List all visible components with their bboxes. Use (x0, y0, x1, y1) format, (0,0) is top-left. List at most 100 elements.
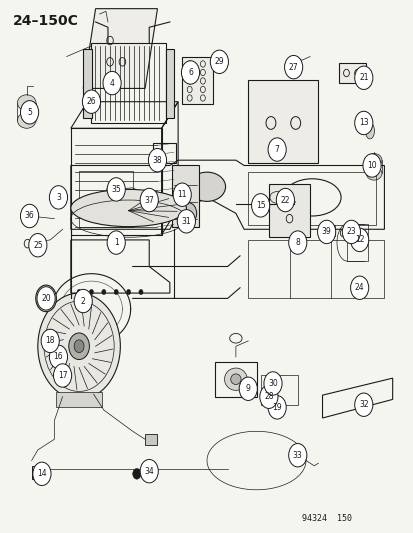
Circle shape (74, 289, 92, 313)
Circle shape (126, 289, 131, 295)
Circle shape (342, 220, 360, 244)
Text: 14: 14 (37, 470, 47, 478)
Circle shape (288, 443, 306, 467)
Text: 20: 20 (41, 294, 51, 303)
Bar (153, 143, 176, 163)
Circle shape (49, 345, 67, 368)
Circle shape (362, 154, 380, 177)
Ellipse shape (230, 374, 240, 384)
Bar (260, 375, 297, 405)
Circle shape (21, 204, 38, 228)
Circle shape (49, 185, 67, 209)
Text: 17: 17 (58, 371, 67, 380)
Bar (91, 43, 165, 123)
Text: 27: 27 (288, 63, 298, 71)
Circle shape (74, 340, 84, 353)
Bar (71, 128, 161, 235)
Text: 2: 2 (81, 296, 85, 305)
Bar (165, 49, 173, 118)
Bar (31, 466, 46, 479)
Circle shape (38, 293, 120, 399)
Text: 31: 31 (181, 217, 191, 226)
Circle shape (140, 188, 158, 212)
Text: 24: 24 (354, 283, 363, 292)
Text: 33: 33 (292, 451, 302, 460)
Circle shape (114, 289, 118, 295)
Text: 10: 10 (366, 161, 376, 170)
Bar (182, 56, 213, 104)
Circle shape (288, 231, 306, 254)
Text: 24–150C: 24–150C (13, 14, 79, 28)
Circle shape (239, 377, 257, 400)
Ellipse shape (366, 154, 381, 167)
Text: 16: 16 (54, 352, 63, 361)
Bar (268, 184, 309, 237)
Bar (322, 225, 334, 236)
Text: 3: 3 (56, 193, 61, 202)
Circle shape (173, 183, 191, 206)
Bar (248, 240, 384, 298)
Polygon shape (83, 9, 157, 88)
Text: 37: 37 (144, 196, 154, 205)
Bar (248, 172, 375, 225)
Circle shape (139, 289, 143, 295)
Text: 21: 21 (358, 73, 368, 82)
Text: 12: 12 (354, 236, 363, 245)
Text: 23: 23 (346, 228, 355, 237)
Text: 1: 1 (114, 238, 118, 247)
Ellipse shape (188, 172, 225, 201)
Text: 6: 6 (188, 68, 192, 77)
Ellipse shape (366, 167, 381, 180)
Circle shape (275, 188, 294, 212)
Circle shape (77, 289, 81, 295)
Text: 4: 4 (109, 78, 114, 87)
Ellipse shape (365, 123, 374, 139)
Circle shape (354, 111, 372, 135)
Circle shape (284, 55, 302, 79)
Text: 30: 30 (268, 379, 277, 388)
Text: 11: 11 (177, 190, 187, 199)
Bar (171, 165, 198, 227)
Circle shape (21, 101, 38, 124)
Text: 5: 5 (27, 108, 32, 117)
Bar (83, 49, 92, 118)
Text: 32: 32 (358, 400, 368, 409)
Bar (347, 224, 367, 261)
Circle shape (210, 50, 228, 74)
Circle shape (69, 333, 89, 360)
Ellipse shape (17, 112, 36, 128)
Circle shape (317, 220, 335, 244)
Circle shape (263, 372, 281, 395)
Text: 25: 25 (33, 241, 43, 250)
Circle shape (354, 66, 372, 90)
Text: 18: 18 (45, 336, 55, 345)
Text: 94324  150: 94324 150 (301, 514, 351, 523)
Bar (215, 362, 256, 397)
Bar (248, 80, 318, 163)
Circle shape (37, 287, 55, 310)
Text: 28: 28 (263, 392, 273, 401)
Bar (145, 434, 157, 445)
Text: 7: 7 (274, 145, 279, 154)
Text: 35: 35 (111, 185, 121, 194)
Circle shape (148, 149, 166, 172)
Text: 38: 38 (152, 156, 162, 165)
Text: 39: 39 (321, 228, 331, 237)
Circle shape (103, 71, 121, 95)
Circle shape (259, 385, 277, 408)
Text: 22: 22 (280, 196, 290, 205)
Circle shape (177, 209, 195, 233)
Text: 13: 13 (358, 118, 368, 127)
Circle shape (41, 329, 59, 353)
Circle shape (133, 469, 141, 479)
Text: 26: 26 (86, 97, 96, 106)
Circle shape (181, 61, 199, 84)
Bar (338, 63, 365, 83)
Ellipse shape (71, 189, 186, 227)
Text: 15: 15 (255, 201, 265, 210)
Circle shape (107, 231, 125, 254)
Text: 19: 19 (272, 403, 281, 412)
Circle shape (89, 289, 93, 295)
Circle shape (268, 138, 285, 161)
Circle shape (36, 285, 56, 312)
